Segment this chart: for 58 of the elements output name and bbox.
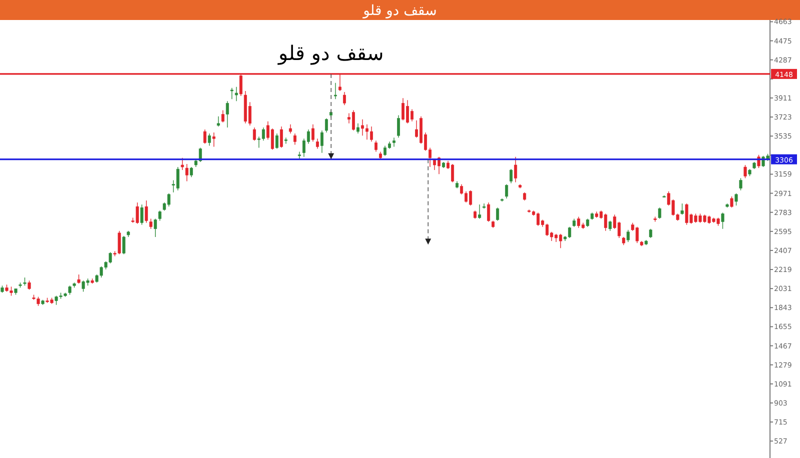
candlestick [216,116,220,127]
candlestick [293,133,296,146]
candlestick [190,166,193,178]
candlestick [730,196,734,208]
candlestick [374,140,378,152]
candlestick [234,86,238,102]
candlestick [144,200,148,224]
candlestick [77,274,80,284]
candlestick [311,124,314,142]
candlestick [370,126,373,142]
candlestick [402,98,405,121]
candlestick [392,137,396,148]
candlestick [342,92,346,106]
candlestick [352,110,355,131]
candlestick [122,236,126,255]
candlestick [316,138,319,150]
candlestick [649,228,652,238]
candlestick [212,132,216,148]
annotation: سقف دو قلو [277,41,384,65]
candlestick [496,207,500,222]
candlestick [510,168,513,184]
candlestick [226,100,229,128]
candlestick [744,164,747,179]
candlestick [28,280,31,290]
candlestick [487,202,490,222]
candlestick [478,204,482,220]
candlestick [356,123,360,134]
candlestick [397,114,400,138]
chart-title: سقف دو قلو [362,3,437,19]
candlestick [68,285,72,296]
candlestick [185,164,188,182]
candlestick [284,137,288,144]
candlestick [221,110,224,123]
candlestick [505,184,508,199]
candlestick [230,88,234,100]
candlestick [158,210,162,222]
candlestick [734,193,738,206]
candlestick [252,127,256,142]
candlestick [298,151,301,160]
candlestick [721,212,724,230]
candlestick [334,82,337,100]
candlestick [320,130,324,154]
candlestick [140,204,144,226]
candlestick [149,218,152,230]
candlestick [203,129,206,144]
candlestick [680,203,684,216]
candlestick [324,118,328,133]
candlestick [275,133,278,150]
candlestick [154,218,157,238]
candlestick [514,156,518,183]
candlestick [608,220,612,232]
candlestick [739,178,742,191]
candlestick [208,133,211,146]
candlestick [626,230,630,242]
candlestick [180,158,184,170]
candlestick [280,126,283,148]
candlestick [658,207,662,220]
candlestick [288,124,292,134]
